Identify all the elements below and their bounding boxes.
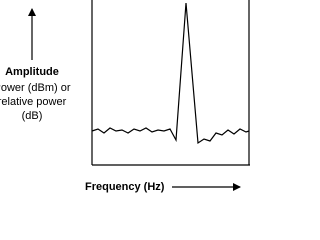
spectrum-diagram: Amplitude Power (dBm) or relative power … <box>0 0 250 193</box>
spectrum-trace <box>91 2 250 145</box>
x-axis-title: Frequency (Hz) <box>85 181 165 193</box>
page: Amplitude Power (dBm) or relative power … <box>0 0 250 193</box>
y-axis-line: Power (dBm) or <box>0 82 71 94</box>
y-axis-line: (dB) <box>22 110 43 122</box>
y-axis-line: relative power <box>0 96 67 108</box>
y-axis-title: Amplitude <box>5 66 59 78</box>
